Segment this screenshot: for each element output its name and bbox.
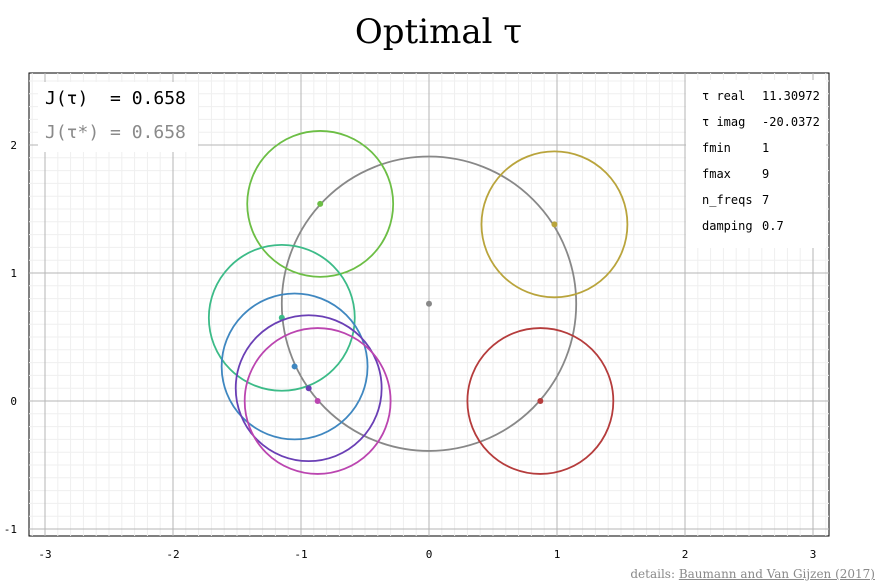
objective-current-value: 0.658 (131, 88, 186, 109)
tick-labels: -3 -2 -1 0 1 2 3 -1 0 1 2 (4, 139, 817, 561)
circles (207, 130, 629, 475)
footer: details: Baumann and Van Gijzen (2017) (630, 567, 875, 581)
frequency-circle (246, 130, 395, 278)
objective-current-label: J(τ) = (45, 88, 121, 109)
reference-circle (280, 155, 578, 452)
x-tick-label: 0 (426, 548, 433, 561)
frequency-circle (207, 243, 356, 392)
y-tick-label: 0 (10, 395, 17, 408)
x-tick-label: 2 (682, 548, 689, 561)
objective-box: J(τ) = 0.658 J(τ*) = 0.658 (38, 82, 198, 152)
frequency-point (305, 385, 312, 392)
frequency-circle (220, 292, 369, 441)
param-key: damping (702, 219, 753, 233)
reference-link[interactable]: Baumann and Van Gijzen (2017) (678, 567, 875, 581)
param-value: 11.30972 (762, 89, 820, 103)
objective-optimal: J(τ*) = 0.658 (45, 122, 186, 143)
frequency-circle (480, 150, 629, 299)
frequency-circle (243, 327, 392, 475)
param-key: n_freqs (702, 193, 753, 207)
param-value: -20.0372 (762, 115, 820, 129)
y-tick-label: 1 (10, 267, 17, 280)
x-tick-label: -1 (294, 548, 307, 561)
frequency-point (317, 200, 324, 207)
x-tick-label: -2 (166, 548, 179, 561)
param-value: 9 (762, 167, 770, 181)
objective-optimal-value: 0.658 (131, 122, 186, 143)
param-key: τ real (702, 89, 746, 103)
x-tick-label: 3 (810, 548, 817, 561)
y-tick-label: 2 (10, 139, 17, 152)
frequency-point (551, 221, 558, 228)
x-tick-label: -3 (38, 548, 51, 561)
frequency-circle (234, 314, 383, 463)
chart-title: Optimal τ (354, 12, 523, 52)
frequency-circle (466, 327, 615, 475)
parameter-panel: τ real 11.30972 τ imag -20.0372 fmin 1 fmax 9 n_… (686, 80, 826, 248)
frequency-point (314, 398, 321, 404)
reference-center-point (426, 300, 432, 307)
param-key: fmax (702, 167, 731, 181)
param-value: 1 (762, 141, 770, 155)
objective-current: J(τ) = 0.658 (45, 88, 186, 109)
param-key: τ imag (702, 115, 746, 129)
param-value: 0.7 (762, 219, 784, 233)
param-value: 7 (762, 193, 770, 207)
frequency-point (537, 398, 544, 404)
param-key: fmin (702, 141, 731, 155)
y-tick-label: -1 (4, 523, 17, 536)
frequency-point (291, 363, 298, 370)
objective-optimal-label: J(τ*) = (45, 122, 121, 143)
footer-prefix: details: (630, 567, 679, 581)
x-tick-label: 1 (554, 548, 561, 561)
